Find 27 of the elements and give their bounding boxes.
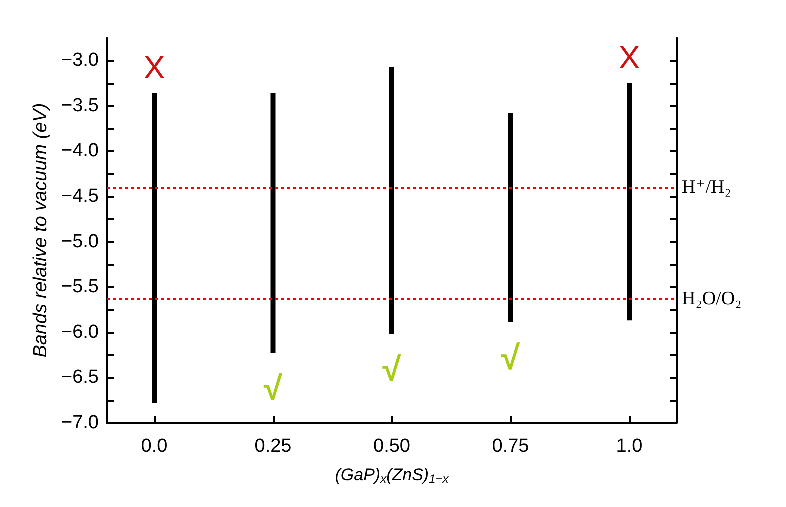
annotation: X	[144, 49, 166, 86]
y-tick-label: −3.5	[61, 95, 99, 116]
x-tick-label: 0.50	[374, 436, 410, 457]
ref-line-label: H⁺/H₂	[682, 176, 732, 198]
annotation: X	[618, 39, 640, 76]
y-tick-label: −4.0	[61, 140, 99, 162]
y-tick-label: −6.0	[61, 322, 99, 343]
y-axis-title: Bands relative to vacuum (eV)	[30, 103, 52, 358]
y-tick-label: −3.0	[61, 50, 99, 72]
bar	[152, 93, 157, 404]
y-tick-label: −4.5	[61, 186, 99, 208]
bar	[627, 83, 632, 321]
annotation: √	[264, 370, 283, 408]
bar	[390, 66, 394, 334]
y-tick-label: −6.5	[61, 367, 99, 388]
y-tick-label: −5.0	[61, 231, 99, 252]
bar	[270, 93, 276, 354]
annotation: √	[501, 339, 520, 378]
x-tick-label: 0.25	[254, 436, 292, 457]
x-tick-label: 0.0	[141, 436, 168, 457]
x-tick-label: 1.0	[616, 436, 643, 457]
y-tick-label: −5.5	[61, 276, 99, 298]
ref-line-label: H₂O/O₂	[682, 288, 742, 310]
x-tick-label: 0.75	[492, 436, 530, 457]
y-tick-label: −7.0	[61, 412, 99, 434]
annotation: √	[382, 351, 402, 390]
bar	[508, 113, 514, 322]
